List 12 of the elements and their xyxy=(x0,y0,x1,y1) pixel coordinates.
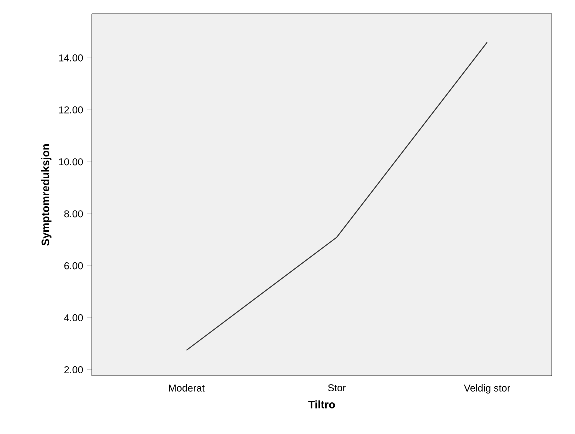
y-tick-label: 12.00 xyxy=(59,106,84,114)
x-tick-label: Stor xyxy=(328,384,346,392)
y-axis-title: Symptomreduksjon xyxy=(42,144,52,246)
x-axis-title: Tiltro xyxy=(308,400,336,409)
y-tick-label: 14.00 xyxy=(59,54,84,62)
x-tick-label: Moderat xyxy=(169,384,205,392)
y-tick-label: 2.00 xyxy=(64,366,84,374)
y-tick-label: 10.00 xyxy=(59,158,84,166)
y-tick-label: 4.00 xyxy=(64,314,84,322)
y-tick-label: 8.00 xyxy=(64,210,84,218)
y-tick-label: 6.00 xyxy=(64,262,84,270)
x-tick-label: Veldig stor xyxy=(464,384,510,394)
